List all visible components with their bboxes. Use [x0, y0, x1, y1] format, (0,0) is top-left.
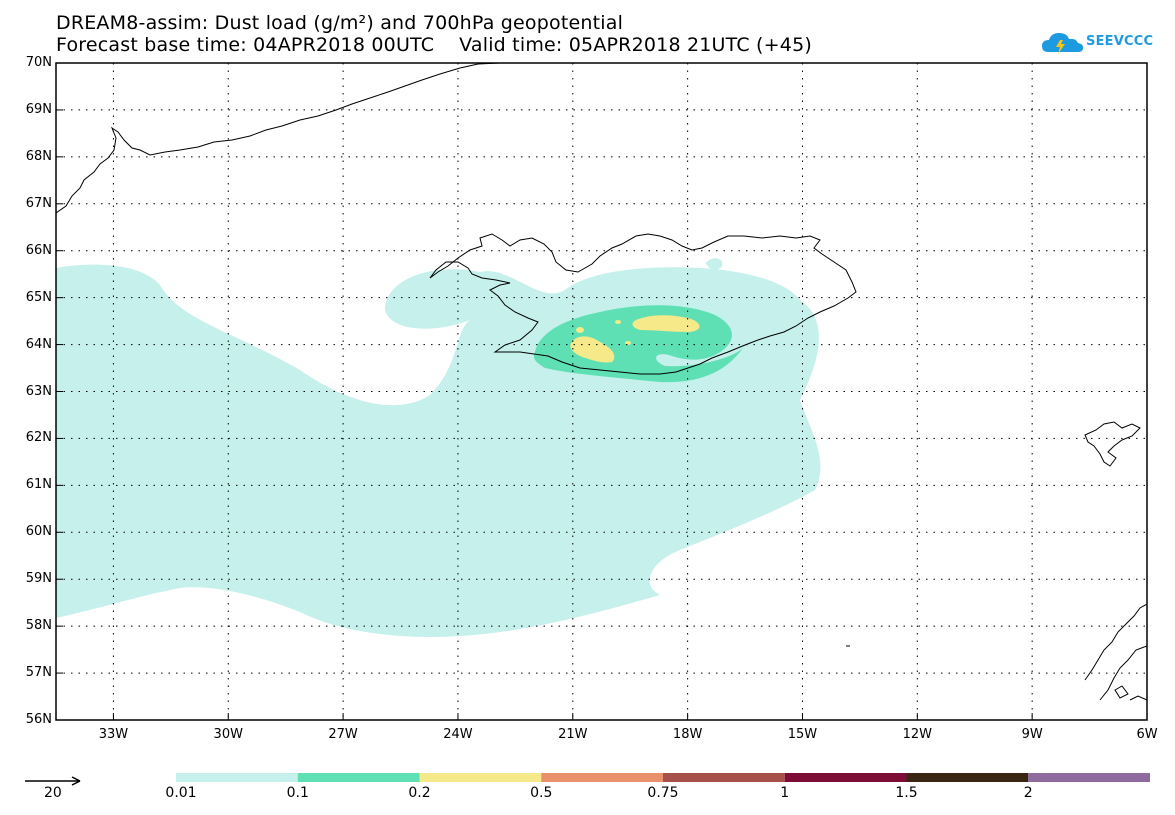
colorbar-segment — [297, 773, 420, 782]
colorbar-segment — [1028, 773, 1150, 782]
lat-label: 59N — [25, 571, 52, 587]
vector-reference-arrow — [25, 776, 81, 786]
coastline-faroe — [1084, 421, 1141, 467]
lat-label: 70N — [25, 55, 52, 70]
colorbar-segment — [663, 773, 785, 782]
coastline-iceland — [429, 233, 857, 375]
lat-label: 56N — [25, 712, 52, 727]
lat-label: 62N — [25, 430, 52, 446]
seevccc-logo: SEEVCCC — [1040, 30, 1155, 58]
map-title: DREAM8-assim: Dust load (g/m²) and 700hP… — [56, 12, 624, 34]
colorbar-segment — [784, 773, 907, 782]
lon-label: 33W — [98, 727, 129, 742]
colorbar — [176, 773, 1150, 782]
colorbar-label: 0.1 — [286, 785, 309, 801]
lon-label: 24W — [443, 727, 473, 742]
lon-label: 6W — [1136, 727, 1158, 742]
lon-label: 27W — [328, 727, 358, 742]
colorbar-segment — [541, 773, 663, 782]
map-subtitle: Forecast base time: 04APR2018 00UTC Vali… — [56, 34, 812, 56]
lat-label: 61N — [25, 477, 52, 493]
colorbar-label: 1.5 — [895, 785, 918, 801]
colorbar-label: 0.01 — [165, 785, 197, 801]
coastline-greenland — [56, 63, 501, 214]
dust-area-0.2-a — [632, 315, 700, 332]
graticule — [56, 63, 1147, 720]
coastline-scotland — [1084, 603, 1147, 701]
axis-ticks — [56, 62, 1148, 721]
lat-label: 69N — [25, 101, 52, 117]
dust-area-0.2-e — [625, 341, 631, 345]
cloud-icon — [1042, 33, 1084, 54]
lat-label: 58N — [25, 618, 52, 634]
lat-label: 63N — [25, 383, 52, 399]
lon-label: 9W — [1021, 727, 1043, 742]
dust-area-0.2-b — [570, 336, 615, 363]
dust-area-0.2-c — [576, 327, 584, 333]
colorbar-label: 1 — [780, 785, 790, 801]
vector-reference-label: 20 — [44, 785, 62, 801]
lon-label: 30W — [213, 727, 243, 742]
colorbar-label: 0.75 — [647, 785, 679, 801]
logo-text: SEEVCCC — [1086, 34, 1154, 49]
dust-area-0.2-d — [615, 320, 621, 324]
lat-label: 64N — [25, 336, 52, 352]
lat-label: 66N — [25, 242, 52, 258]
colorbar-label: 0.5 — [530, 785, 553, 801]
lat-label: 57N — [25, 665, 52, 681]
colorbar-label: 2 — [1023, 785, 1033, 801]
lat-label: 67N — [25, 195, 52, 211]
colorbar-segment — [419, 773, 542, 782]
colorbar-segment — [906, 773, 1029, 782]
lat-label: 68N — [25, 148, 52, 164]
lat-label: 60N — [25, 524, 52, 540]
coastlines — [56, 63, 1147, 701]
dust-area-0.01-north — [706, 258, 723, 270]
colorbar-label: 0.2 — [408, 785, 431, 801]
lon-label: 21W — [558, 727, 588, 742]
lat-label: 65N — [25, 289, 52, 305]
lon-label: 15W — [787, 727, 818, 742]
lon-label: 18W — [672, 727, 703, 742]
lon-label: 12W — [902, 727, 933, 742]
colorbar-segment — [176, 773, 298, 782]
